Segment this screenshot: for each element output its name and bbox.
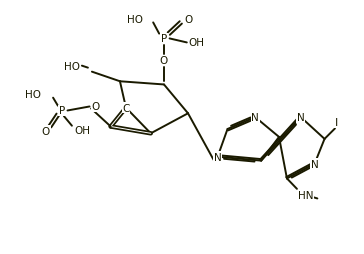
Text: O: O: [160, 56, 168, 66]
Text: P: P: [59, 106, 65, 116]
Text: HN: HN: [298, 190, 314, 200]
Text: N: N: [311, 159, 318, 169]
Text: N: N: [252, 113, 259, 123]
Text: OH: OH: [74, 125, 90, 135]
Text: O: O: [185, 15, 193, 25]
Text: HO: HO: [64, 61, 80, 71]
Text: O: O: [42, 126, 50, 136]
Text: OH: OH: [189, 38, 205, 48]
Text: N: N: [297, 113, 305, 123]
Text: C: C: [122, 103, 130, 113]
Text: I: I: [335, 118, 338, 128]
Text: O: O: [92, 102, 100, 112]
Text: HO: HO: [25, 89, 41, 99]
Text: HO: HO: [127, 15, 143, 25]
Text: P: P: [161, 34, 167, 44]
Text: N: N: [214, 152, 222, 162]
